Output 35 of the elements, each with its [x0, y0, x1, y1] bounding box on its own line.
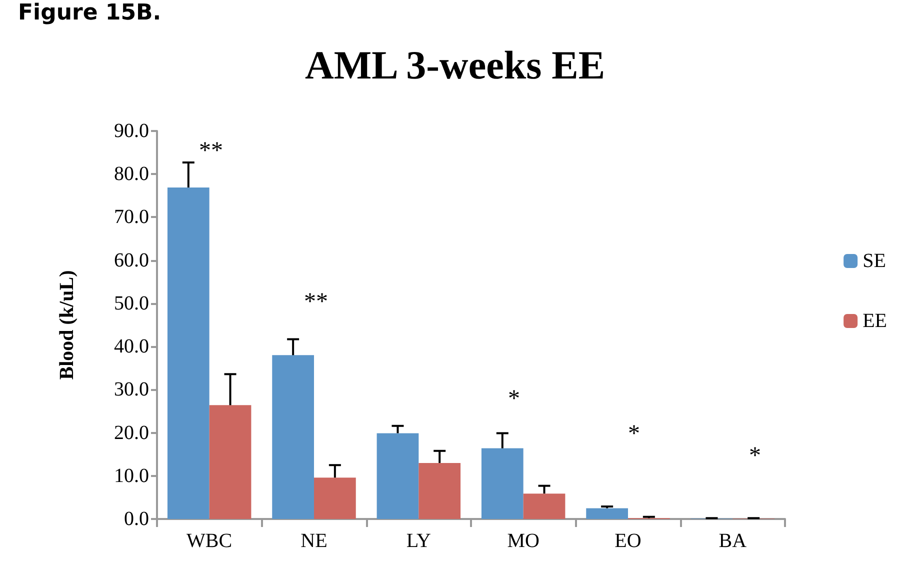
- annotation: *: [628, 421, 640, 447]
- y-axis-title: Blood (k/uL): [56, 270, 78, 380]
- y-tick-label: 30.0: [114, 378, 149, 401]
- annotation: *: [508, 386, 520, 412]
- y-tick-label: 90.0: [114, 120, 149, 142]
- y-tick-label: 50.0: [114, 292, 149, 314]
- y-tick-label: 60.0: [114, 249, 149, 272]
- bar: [586, 508, 628, 519]
- y-tick-label: 80.0: [114, 163, 149, 186]
- bar: [481, 448, 524, 519]
- y-tick-label: 10.0: [114, 464, 149, 487]
- legend-label: EE: [862, 310, 888, 332]
- x-tick-label: EO: [614, 530, 642, 552]
- x-tick-label: WBC: [186, 530, 232, 552]
- chart-title: AML 3-weeks EE: [305, 42, 605, 88]
- legend-label: SE: [862, 250, 886, 272]
- bar: [272, 355, 314, 519]
- x-tick-label: BA: [718, 530, 748, 552]
- x-tick-label: NE: [300, 530, 328, 552]
- annotation: **: [304, 289, 328, 315]
- bar: [314, 478, 356, 519]
- bar: [209, 405, 252, 519]
- x-tick-label: LY: [406, 530, 432, 552]
- bar: [418, 462, 461, 519]
- y-tick-label: 70.0: [114, 206, 149, 228]
- bar: [523, 494, 566, 519]
- caption: Figure 15B.: [18, 0, 162, 26]
- bar: [376, 433, 419, 519]
- bar: [167, 187, 210, 519]
- annotation: *: [749, 443, 761, 469]
- y-tick-label: 40.0: [114, 336, 149, 358]
- annotation: **: [199, 138, 223, 164]
- y-tick-label: 0.0: [124, 508, 149, 530]
- x-tick-label: MO: [507, 530, 540, 552]
- y-tick-label: 20.0: [114, 422, 149, 444]
